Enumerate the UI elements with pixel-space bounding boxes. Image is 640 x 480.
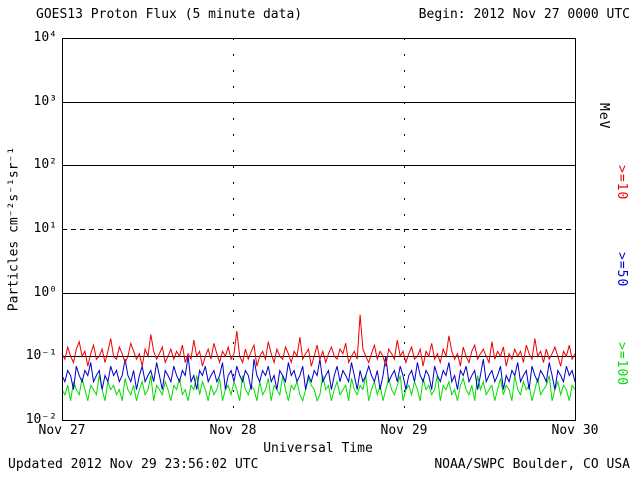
updated-timestamp: Updated 2012 Nov 29 23:56:02 UTC: [8, 457, 259, 472]
series-threshold-label: >=50: [614, 252, 629, 288]
y-tick-label: 10⁻¹: [25, 348, 57, 364]
x-tick-label: Nov 27: [38, 423, 86, 438]
x-tick-label: Nov 29: [380, 423, 428, 438]
series-threshold-label: >=10: [614, 165, 629, 201]
y-tick-label: 10⁻²: [25, 412, 57, 427]
x-tick-label: Nov 28: [209, 423, 257, 438]
y-tick-label: 10⁴: [33, 30, 57, 45]
plot-border: [62, 38, 576, 421]
x-axis-label: Universal Time: [263, 441, 373, 456]
x-tick-label: Nov 30: [551, 423, 599, 438]
y-tick-label: 10³: [33, 93, 57, 109]
chart-title: GOES13 Proton Flux (5 minute data): [36, 7, 303, 22]
right-unit-label-mev: MeV: [596, 103, 611, 130]
series-line-100: [61, 375, 576, 403]
series-threshold-label: >=100: [614, 342, 629, 387]
data-source-label: NOAA/SWPC Boulder, CO USA: [434, 457, 630, 472]
series-line-10: [61, 314, 576, 367]
y-tick-label: 10⁰: [33, 284, 57, 300]
series-line-50: [61, 356, 576, 390]
y-tick-label: 10²: [33, 157, 57, 173]
y-tick-label: 10¹: [33, 221, 57, 236]
begin-time-label: Begin: 2012 Nov 27 0000 UTC: [418, 7, 630, 22]
